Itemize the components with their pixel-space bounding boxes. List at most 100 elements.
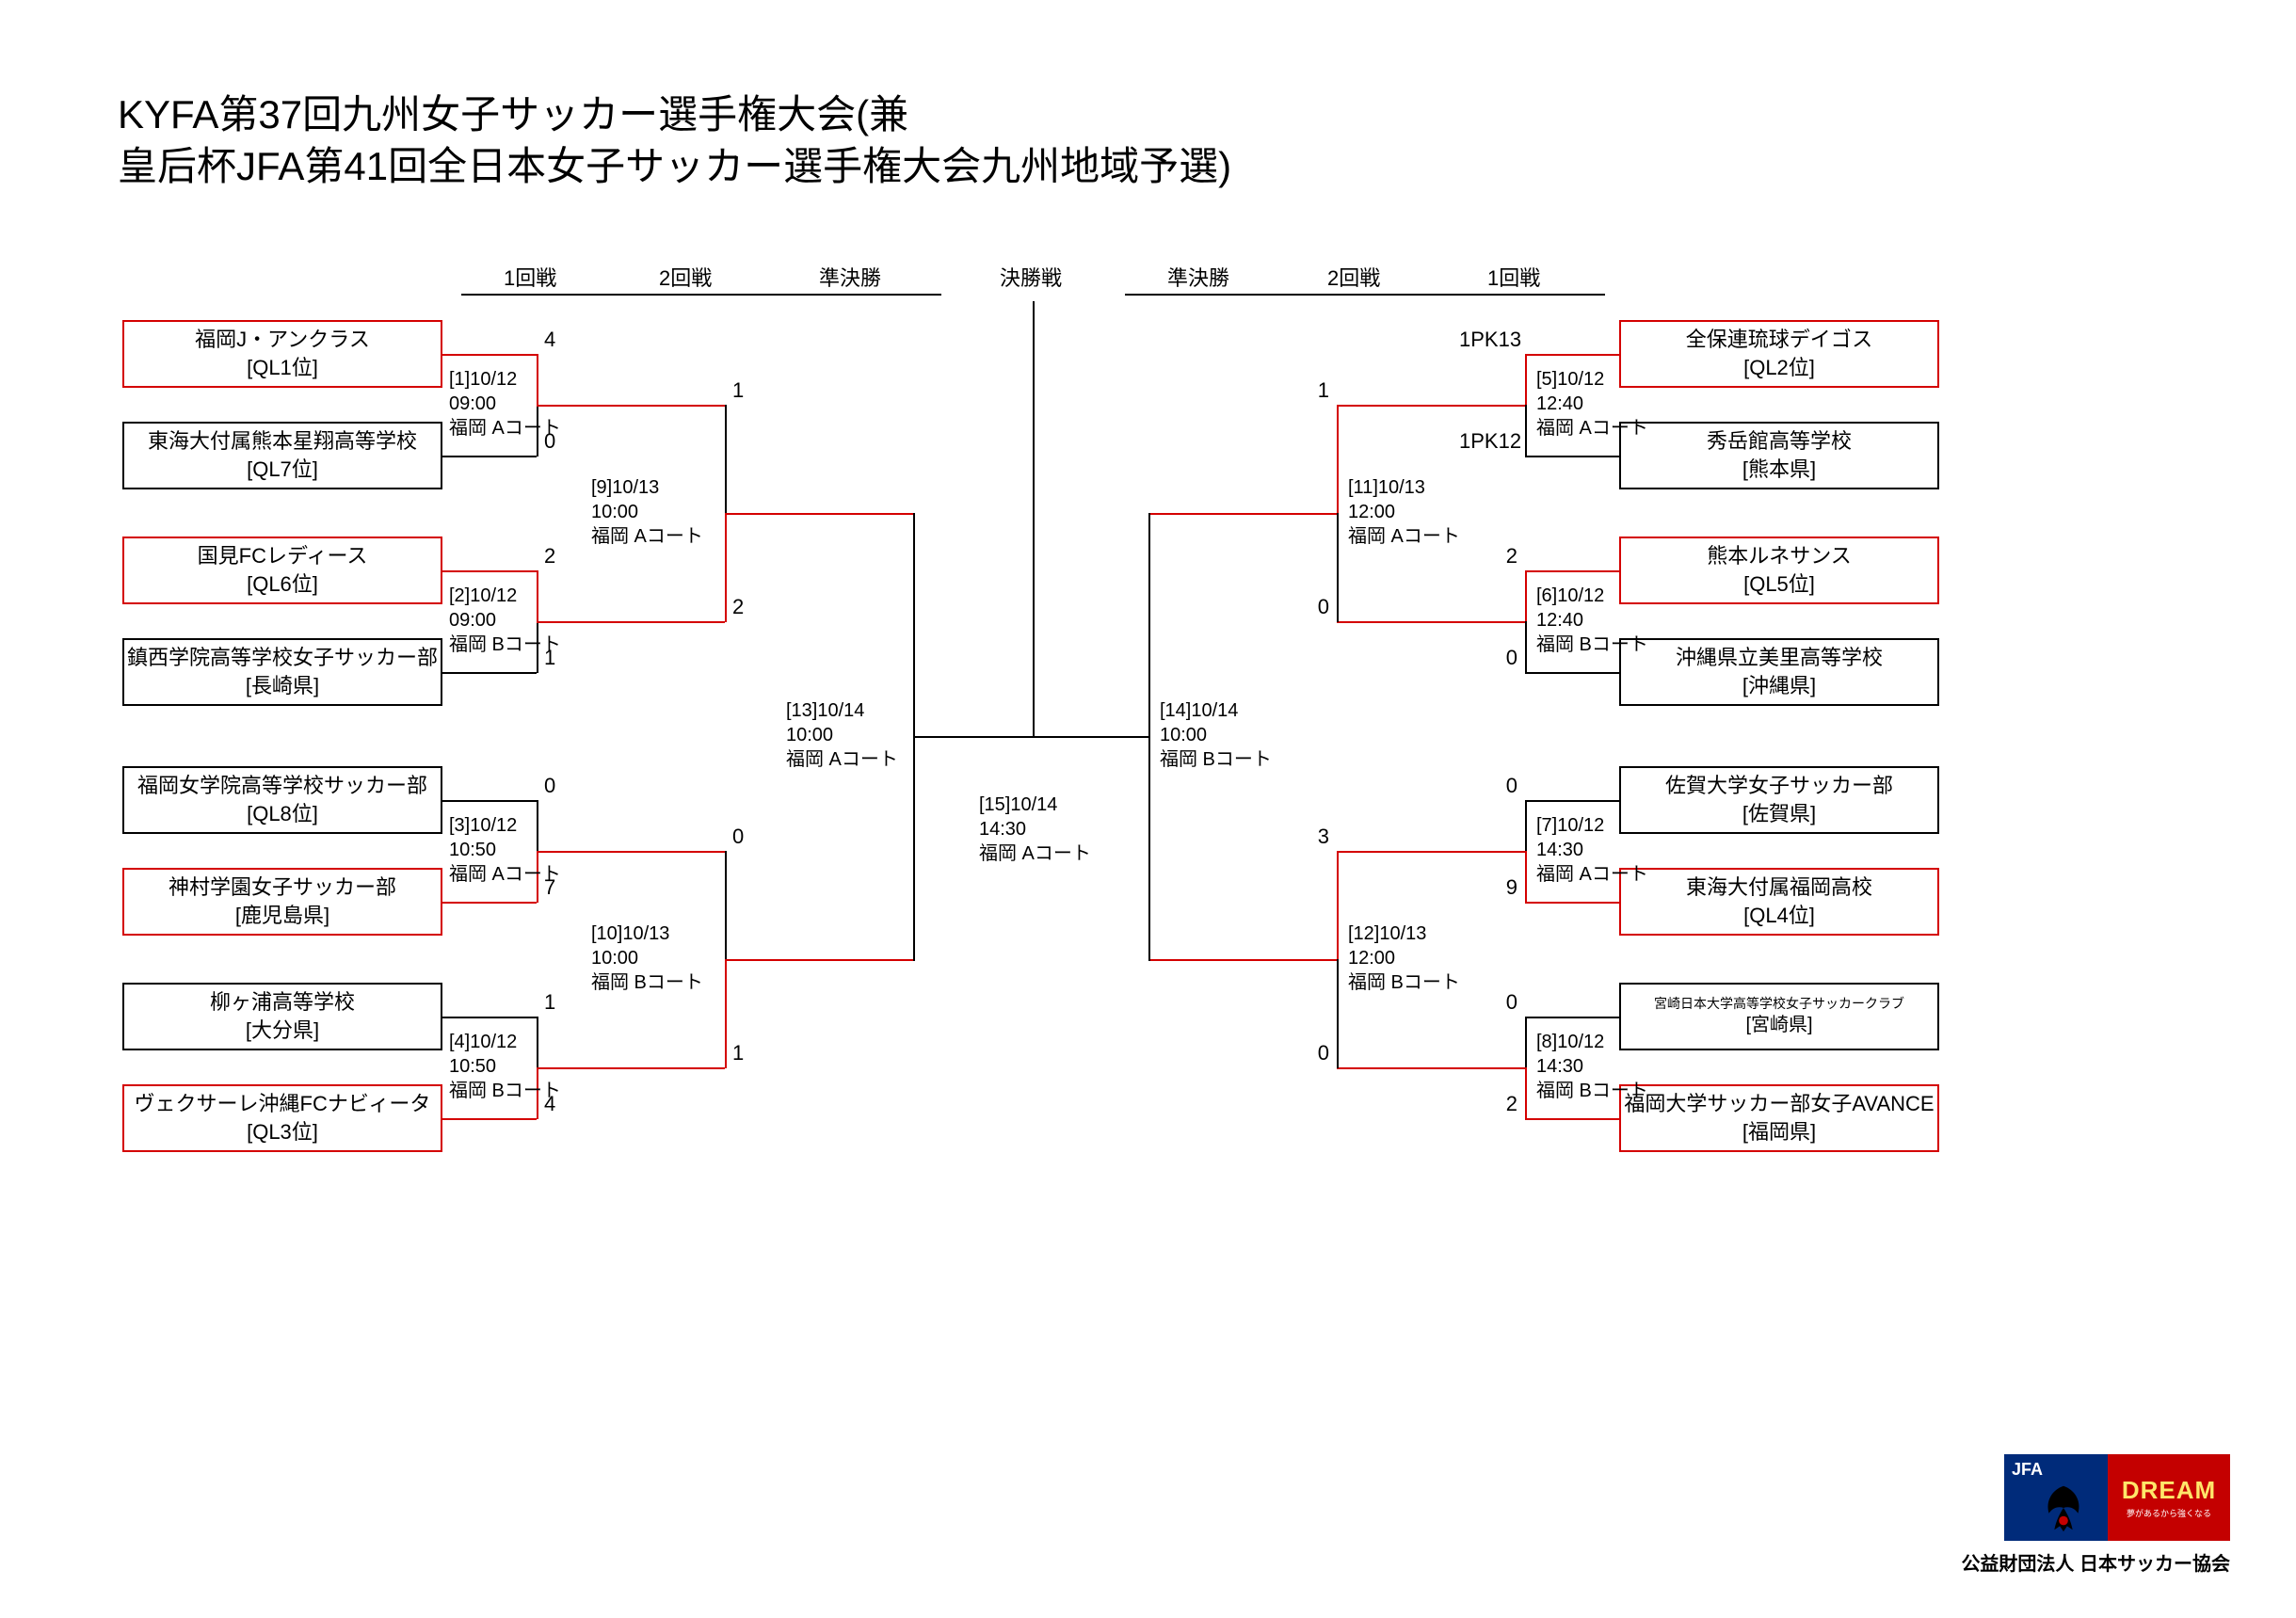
bracket-line	[1337, 405, 1339, 514]
bracket-line	[1525, 800, 1619, 802]
team-seed: [福岡県]	[1742, 1118, 1816, 1146]
bracket-line	[1525, 570, 1619, 572]
dream-logo: DREAM 夢があるから強くなる	[2108, 1454, 2230, 1541]
match-id: [7]10/12	[1536, 813, 1604, 839]
bracket-line	[913, 736, 1033, 738]
match-id: [13]10/14	[786, 698, 864, 724]
bracket-line	[1525, 800, 1527, 852]
score: 1	[732, 1041, 744, 1065]
team-box: 熊本ルネサンス[QL5位]	[1619, 537, 1939, 604]
team-seed: [長崎県]	[246, 672, 319, 700]
bracket-line	[537, 1067, 725, 1069]
team-box: 東海大付属熊本星翔高等学校[QL7位]	[122, 422, 442, 489]
match-time: 10:00	[1160, 723, 1207, 748]
jfa-logo: JFA DREAM 夢があるから強くなる	[2004, 1454, 2230, 1541]
bracket-line	[537, 851, 725, 853]
score: 0	[1459, 646, 1517, 670]
score: 0	[544, 774, 555, 798]
bracket-line	[442, 800, 537, 802]
match-id: [11]10/13	[1348, 475, 1425, 501]
team-box: 佐賀大学女子サッカー部[佐賀県]	[1619, 766, 1939, 834]
team-seed: [大分県]	[246, 1017, 319, 1045]
team-box: 神村学園女子サッカー部[鹿児島県]	[122, 868, 442, 936]
match-id: [6]10/12	[1536, 584, 1604, 609]
team-seed: [熊本県]	[1742, 456, 1816, 484]
match-court: 福岡 Aコート	[449, 416, 561, 441]
match-court: 福岡 Aコート	[979, 841, 1091, 867]
footer-org: 公益財団法人 日本サッカー協会	[1961, 1548, 2230, 1576]
team-name: 福岡女学院高等学校サッカー部	[137, 772, 427, 800]
match-id: [5]10/12	[1536, 367, 1604, 392]
match-court: 福岡 Bコート	[449, 633, 561, 658]
bracket-line	[1525, 1067, 1527, 1119]
match-time: 10:50	[449, 1054, 496, 1080]
bracket-line	[1033, 301, 1035, 736]
bracket-line	[1525, 1017, 1527, 1068]
bracket-line	[1525, 851, 1527, 903]
score: 0	[1309, 1041, 1329, 1065]
bracket-line	[725, 513, 727, 622]
bracket-line	[1148, 959, 1337, 961]
bracket-line	[725, 959, 727, 1068]
bracket-line	[1148, 513, 1337, 515]
team-name: 福岡大学サッカー部女子AVANCE	[1624, 1090, 1934, 1118]
team-seed: [鹿児島県]	[235, 902, 329, 930]
match-court: 福岡 Aコート	[449, 862, 561, 888]
team-name: 東海大付属熊本星翔高等学校	[148, 427, 417, 456]
bracket-line	[1337, 1067, 1525, 1069]
bracket-line	[1337, 959, 1339, 1068]
score: 2	[732, 595, 744, 619]
score: 3	[1309, 825, 1329, 849]
team-seed: [沖縄県]	[1742, 672, 1816, 700]
team-seed: [QL3位]	[247, 1118, 318, 1146]
team-seed: [QL6位]	[247, 570, 318, 599]
bracket-line	[1525, 405, 1527, 457]
team-name: 福岡J・アンクラス	[195, 326, 370, 354]
match-id: [14]10/14	[1160, 698, 1238, 724]
match-court: 福岡 Aコート	[1348, 524, 1460, 550]
match-id: [3]10/12	[449, 813, 517, 839]
match-time: 12:00	[1348, 500, 1395, 525]
score: 0	[1459, 774, 1517, 798]
team-seed: [QL1位]	[247, 354, 318, 382]
bracket-line	[1525, 672, 1619, 674]
team-box: 東海大付属福岡高校[QL4位]	[1619, 868, 1939, 936]
bracket-line	[537, 800, 538, 852]
team-box: 沖縄県立美里高等学校[沖縄県]	[1619, 638, 1939, 706]
match-court: 福岡 Aコート	[1536, 862, 1648, 888]
match-id: [15]10/14	[979, 793, 1057, 818]
bracket-line	[1033, 736, 1148, 738]
match-time: 14:30	[979, 817, 1026, 842]
bracket-line	[537, 354, 538, 406]
score: 2	[1459, 1092, 1517, 1116]
team-box: 福岡女学院高等学校サッカー部[QL8位]	[122, 766, 442, 834]
score: 0	[732, 825, 744, 849]
team-box: 柳ヶ浦高等学校[大分県]	[122, 983, 442, 1050]
team-box: 福岡J・アンクラス[QL1位]	[122, 320, 442, 388]
score: 0	[1309, 595, 1329, 619]
dream-subtext: 夢があるから強くなる	[2127, 1507, 2211, 1519]
team-name: 国見FCレディース	[198, 542, 368, 570]
team-name: 熊本ルネサンス	[1707, 542, 1852, 570]
score: 9	[1459, 875, 1517, 900]
team-box: 秀岳館高等学校[熊本県]	[1619, 422, 1939, 489]
match-court: 福岡 Aコート	[786, 747, 898, 773]
bracket-line	[725, 513, 913, 515]
team-seed: [QL5位]	[1743, 570, 1815, 599]
match-time: 10:00	[591, 946, 638, 971]
score: 1PK12	[1459, 429, 1517, 454]
bracket-line	[442, 1118, 537, 1120]
round-label: 2回戦	[659, 262, 712, 292]
round-label: 準決勝	[1167, 262, 1229, 292]
bracket-line	[1337, 513, 1339, 622]
score: 1	[732, 378, 744, 403]
team-seed: [宮崎県]	[1745, 1013, 1812, 1038]
match-id: [8]10/12	[1536, 1030, 1604, 1055]
team-name: 全保連琉球デイゴス	[1686, 326, 1872, 354]
round-label: 1回戦	[1487, 262, 1540, 292]
match-court: 福岡 Bコート	[591, 970, 703, 996]
team-box: 鎮西学院高等学校女子サッカー部[長崎県]	[122, 638, 442, 706]
team-name: 神村学園女子サッカー部	[169, 873, 396, 902]
score: 1PK13	[1459, 328, 1517, 352]
bracket-line	[1525, 1017, 1619, 1018]
